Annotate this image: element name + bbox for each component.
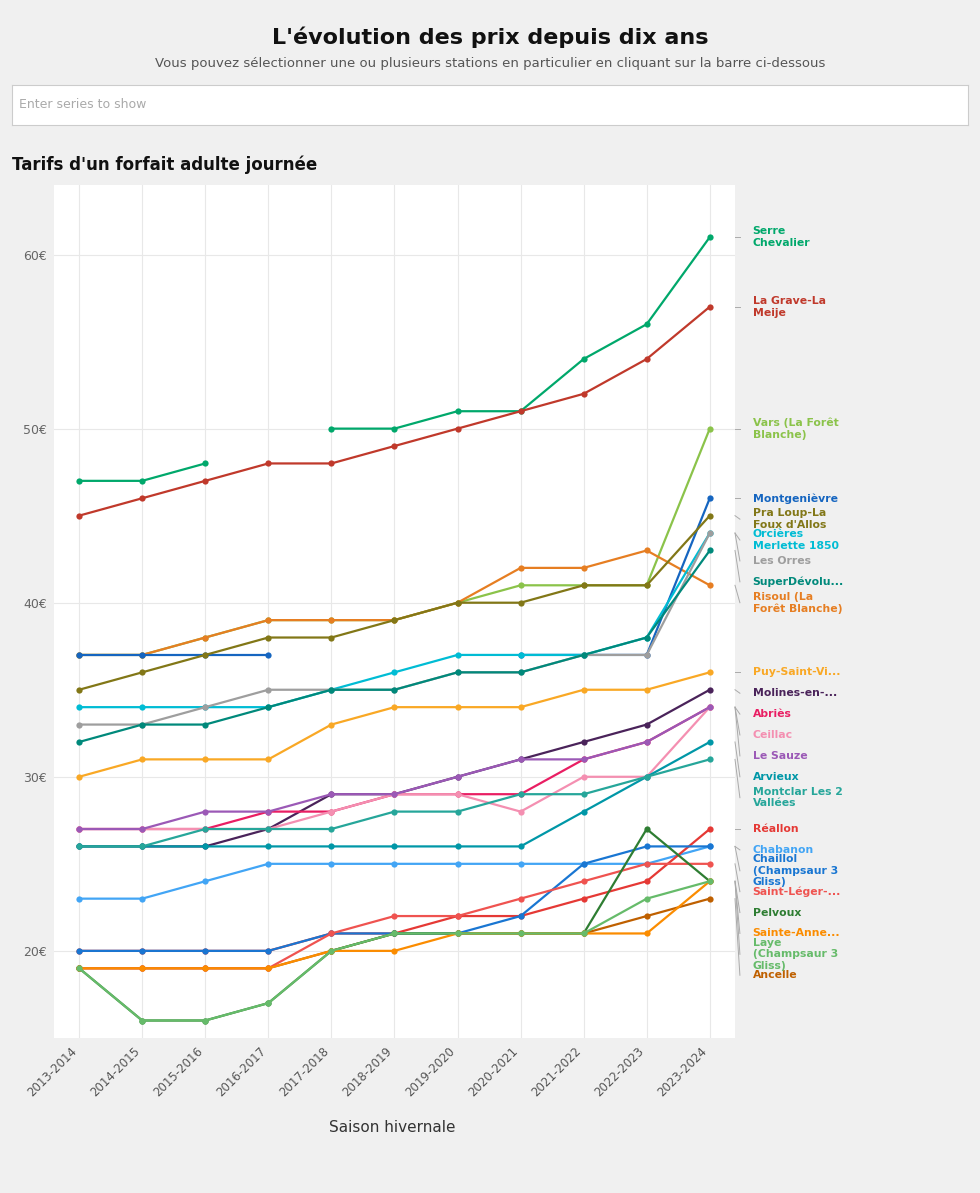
Text: La Grave-La
Meije: La Grave-La Meije (753, 296, 825, 317)
Text: Orcières
Merlette 1850: Orcières Merlette 1850 (753, 530, 839, 551)
Text: Abriès: Abriès (753, 709, 792, 719)
Text: Pelvoux: Pelvoux (753, 908, 801, 917)
Text: L'évolution des prix depuis dix ans: L'évolution des prix depuis dix ans (271, 26, 709, 48)
Text: Serre
Chevalier: Serre Chevalier (753, 227, 810, 248)
Text: SuperDévolu...: SuperDévolu... (753, 576, 844, 587)
Text: Sainte-Anne...: Sainte-Anne... (753, 928, 840, 939)
Text: Chaillol
(Champsaur 3
Gliss): Chaillol (Champsaur 3 Gliss) (753, 854, 838, 888)
Text: Les Orres: Les Orres (753, 556, 810, 565)
Text: Chabanon: Chabanon (753, 845, 813, 855)
Text: Arvieux: Arvieux (753, 772, 800, 781)
Text: Laye
(Champsaur 3
Gliss): Laye (Champsaur 3 Gliss) (753, 938, 838, 971)
Text: Le Sauze: Le Sauze (753, 750, 808, 761)
Text: Vars (La Forêt
Blanche): Vars (La Forêt Blanche) (753, 418, 839, 440)
Text: Enter series to show: Enter series to show (20, 99, 147, 111)
Text: Ancelle: Ancelle (753, 970, 798, 981)
Text: Pra Loup-La
Foux d'Allos: Pra Loup-La Foux d'Allos (753, 508, 826, 530)
Text: Vous pouvez sélectionner une ou plusieurs stations en particulier en cliquant su: Vous pouvez sélectionner une ou plusieur… (155, 57, 825, 70)
Text: Risoul (La
Forêt Blanche): Risoul (La Forêt Blanche) (753, 592, 842, 614)
Text: Réallon: Réallon (753, 824, 799, 834)
Text: Ceillac: Ceillac (753, 730, 793, 740)
Text: Montgenièvre: Montgenièvre (753, 493, 838, 503)
Text: Montclar Les 2
Vallées: Montclar Les 2 Vallées (753, 787, 843, 809)
Text: Puy-Saint-Vi...: Puy-Saint-Vi... (753, 667, 840, 678)
Text: Tarifs d'un forfait adulte journée: Tarifs d'un forfait adulte journée (12, 155, 317, 174)
Text: Molines-en-...: Molines-en-... (753, 688, 837, 698)
Text: Saint-Léger-...: Saint-Léger-... (753, 886, 841, 897)
Text: Saison hivernale: Saison hivernale (328, 1120, 456, 1135)
